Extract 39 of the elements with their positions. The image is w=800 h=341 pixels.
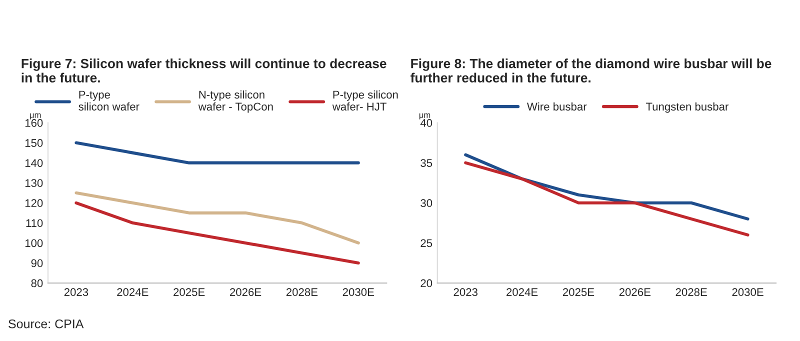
y-tick-label: 110 bbox=[26, 219, 43, 228]
x-tick-label: 2024E bbox=[506, 288, 538, 296]
legend-label: N-type silicon wafer - TopCon bbox=[198, 90, 273, 113]
y-axis-title: μm bbox=[30, 113, 41, 120]
x-tick-label: 2028E bbox=[676, 288, 707, 296]
legend-label: P-type silicon wafer- HJT bbox=[332, 90, 398, 111]
source-note: Source: CPIA bbox=[8, 319, 84, 328]
y-axis-title: μm bbox=[419, 113, 430, 120]
y-tick-label: 20 bbox=[420, 279, 432, 288]
y-tick-label: 30 bbox=[420, 199, 432, 208]
chart-title: Figure 7: Silicon wafer thickness will continue to decrease in the future. bbox=[22, 58, 386, 83]
y-tick-label: 80 bbox=[31, 279, 43, 288]
line-series bbox=[74, 191, 360, 244]
x-tick-label: 2030E bbox=[732, 288, 764, 296]
x-tick-label: 2030E bbox=[342, 288, 374, 296]
x-tick-label: 2026E bbox=[230, 288, 262, 296]
x-tick-label: 2025E bbox=[174, 288, 205, 296]
y-tick-label: 140 bbox=[25, 159, 43, 167]
x-tick-label: 2028E bbox=[286, 288, 318, 296]
y-tick-label: 120 bbox=[25, 199, 43, 208]
y-tick-label: 130 bbox=[25, 179, 43, 187]
y-tick-label: 100 bbox=[25, 239, 43, 248]
x-tick-label: 2026E bbox=[619, 288, 651, 296]
y-tick-label: 150 bbox=[25, 139, 43, 147]
y-tick-label: 160 bbox=[25, 119, 43, 127]
x-tick-label: 2023 bbox=[64, 288, 88, 296]
x-tick-label: 2024E bbox=[117, 288, 148, 296]
chart-title: Figure 8: The diameter of the diamond wire busbar will be further reduced in the future. bbox=[410, 58, 772, 83]
legend-label: Tungsten busbar bbox=[646, 102, 729, 113]
y-tick-label: 25 bbox=[420, 239, 432, 248]
line-series bbox=[464, 161, 750, 236]
y-tick-label: 35 bbox=[420, 159, 432, 167]
legend-label: P-type silicon wafer bbox=[78, 90, 140, 111]
x-tick-label: 2025E bbox=[562, 288, 594, 296]
x-tick-label: 2023 bbox=[454, 288, 478, 296]
y-tick-label: 90 bbox=[31, 259, 43, 268]
line-series bbox=[74, 201, 360, 265]
y-tick-label: 40 bbox=[420, 119, 432, 127]
legend-label: Wire busbar bbox=[526, 102, 587, 111]
